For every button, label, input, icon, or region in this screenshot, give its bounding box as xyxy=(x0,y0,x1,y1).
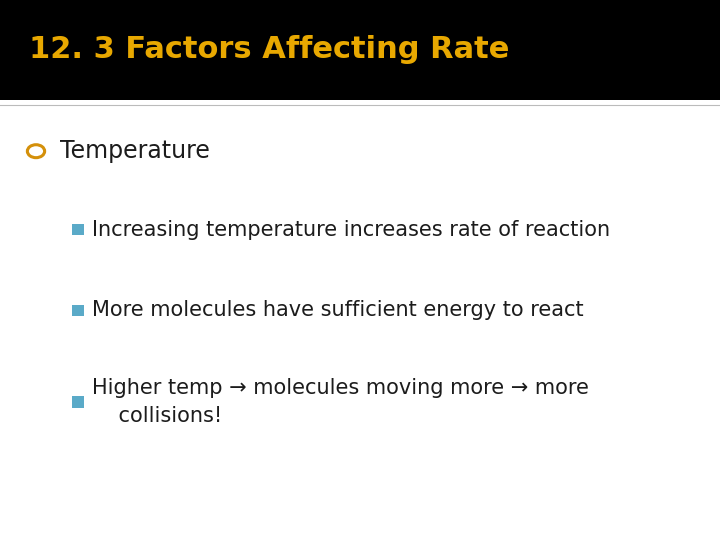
Text: More molecules have sufficient energy to react: More molecules have sufficient energy to… xyxy=(92,300,584,321)
Bar xyxy=(72,224,84,235)
Text: Higher temp → molecules moving more → more
    collisions!: Higher temp → molecules moving more → mo… xyxy=(92,379,589,426)
Text: Increasing temperature increases rate of reaction: Increasing temperature increases rate of… xyxy=(92,219,611,240)
Bar xyxy=(72,396,84,408)
Text: 12. 3 Factors Affecting Rate: 12. 3 Factors Affecting Rate xyxy=(29,36,509,64)
Text: Temperature: Temperature xyxy=(60,139,210,163)
Bar xyxy=(72,305,84,316)
Bar xyxy=(0,0,720,100)
